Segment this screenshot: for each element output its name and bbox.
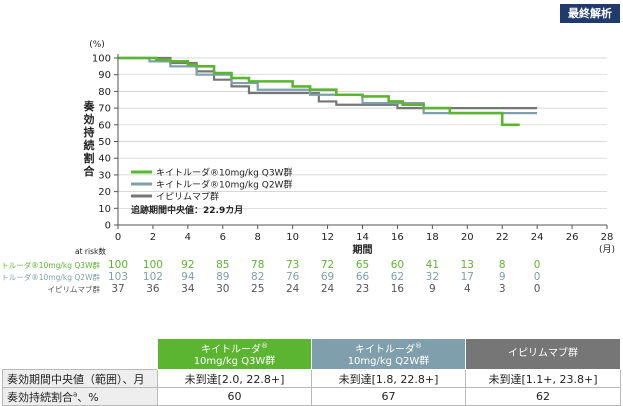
x-tick-label: 8 — [255, 232, 261, 243]
at-risk-value: 62 — [391, 271, 404, 283]
results-table: キイトルーダ® 10mg/kg Q3W群 キイトルーダ® 10mg/kg Q2W… — [2, 338, 621, 406]
at-risk-value: 36 — [146, 283, 160, 295]
header-ipilimumab: イピリムマブ群 — [465, 338, 621, 370]
y-unit-label: (%) — [89, 40, 105, 50]
at-risk-value: 85 — [216, 259, 229, 271]
at-risk-value: 0 — [534, 259, 541, 271]
km-curve-q3w — [118, 56, 520, 127]
x-tick-label: 6 — [220, 232, 226, 243]
cell-q2w-median: 未到達[1.8, 22.8+] — [311, 369, 466, 388]
at-risk-title: at risk数 — [75, 246, 106, 256]
x-axis-title: 期間 — [353, 243, 373, 256]
x-unit-label: (月) — [599, 244, 615, 255]
at-risk-value: 103 — [108, 271, 128, 283]
at-risk-value: 23 — [356, 283, 369, 295]
at-risk-value: 92 — [181, 259, 194, 271]
y-axis-title: 奏効持続割合 — [83, 99, 96, 178]
at-risk-value: 17 — [461, 271, 474, 283]
at-risk-value: 25 — [251, 283, 264, 295]
at-risk-value: 76 — [286, 271, 300, 283]
at-risk-value: 100 — [143, 259, 163, 271]
y-tick-label: 10 — [98, 204, 111, 215]
at-risk-value: 41 — [426, 259, 439, 271]
x-tick-label: 4 — [185, 232, 191, 243]
at-risk-value: 8 — [499, 259, 506, 271]
y-tick-label: 50 — [98, 137, 111, 148]
km-curve-q2w — [118, 56, 538, 115]
at-risk-value: 9 — [499, 271, 506, 283]
at-risk-value: 102 — [143, 271, 163, 283]
at-risk-value: 69 — [321, 271, 334, 283]
table-header-row: キイトルーダ® 10mg/kg Q3W群 キイトルーダ® 10mg/kg Q2W… — [2, 338, 621, 370]
y-tick-label: 40 — [98, 154, 111, 165]
legend-label: キイトルーダ®10mg/kg Q2W群 — [156, 179, 292, 191]
header-q3w: キイトルーダ® 10mg/kg Q3W群 — [157, 338, 312, 370]
at-risk-value: 60 — [391, 259, 404, 271]
x-tick-label: 16 — [391, 232, 404, 243]
at-risk-row-label: キイトルーダ®10mg/kg Q2W群 — [0, 272, 100, 282]
x-tick-label: 12 — [321, 232, 334, 243]
cell-ipi-median: 未到達[1.1+, 23.8+] — [465, 369, 621, 388]
cell-q2w-rate: 67 — [311, 387, 466, 406]
at-risk-row-label: キイトルーダ®10mg/kg Q3W群 — [0, 260, 100, 270]
at-risk-value: 3 — [499, 283, 506, 295]
y-tick-label: 30 — [98, 170, 111, 181]
x-tick-label: 14 — [356, 232, 369, 243]
x-tick-label: 2 — [150, 232, 156, 243]
table-row: 奏効持続割合a、% 60 67 62 — [2, 387, 621, 406]
x-tick-label: 28 — [601, 232, 614, 243]
cell-q3w-rate: 60 — [157, 387, 312, 406]
at-risk-value: 0 — [534, 283, 541, 295]
at-risk-value: 32 — [426, 271, 439, 283]
x-tick-label: 0 — [115, 232, 121, 243]
y-tick-label: 80 — [98, 87, 111, 98]
y-tick-label: 20 — [98, 187, 111, 198]
at-risk-value: 24 — [286, 283, 300, 295]
annotation-followup: 追跡期間中央値：22.9カ月 — [131, 204, 243, 216]
at-risk-value: 66 — [356, 271, 370, 283]
y-tick-label: 70 — [98, 104, 111, 115]
legend-label: キイトルーダ®10mg/kg Q3W群 — [156, 167, 292, 179]
at-risk-value: 89 — [216, 271, 229, 283]
x-tick-label: 10 — [286, 232, 299, 243]
x-tick-label: 24 — [531, 232, 544, 243]
x-tick-label: 26 — [566, 232, 579, 243]
y-tick-label: 60 — [98, 120, 111, 131]
at-risk-value: 94 — [181, 271, 195, 283]
at-risk-value: 78 — [251, 259, 264, 271]
at-risk-value: 34 — [181, 283, 195, 295]
row-label-response-rate: 奏効持続割合a、% — [2, 387, 158, 406]
at-risk-value: 72 — [321, 259, 334, 271]
at-risk-value: 16 — [391, 283, 405, 295]
at-risk-value: 82 — [251, 271, 264, 283]
y-tick-label: 100 — [92, 54, 111, 65]
km-curve-ipilimumab — [118, 56, 538, 110]
cell-ipi-rate: 62 — [465, 387, 621, 406]
at-risk-value: 37 — [111, 283, 124, 295]
at-risk-row-label: イピリムマブ群 — [48, 284, 101, 294]
x-tick-label: 22 — [496, 232, 509, 243]
at-risk-value: 100 — [108, 259, 128, 271]
row-label-median-duration: 奏効期間中央値（範囲）、月 — [2, 369, 158, 388]
at-risk-value: 73 — [286, 259, 299, 271]
header-q2w: キイトルーダ® 10mg/kg Q2W群 — [311, 338, 466, 370]
table-corner — [2, 338, 158, 370]
x-tick-label: 20 — [461, 232, 474, 243]
at-risk-value: 4 — [464, 283, 471, 295]
at-risk-value: 30 — [216, 283, 229, 295]
at-risk-value: 0 — [534, 271, 541, 283]
y-tick-label: 0 — [105, 221, 111, 232]
x-tick-label: 18 — [426, 232, 439, 243]
at-risk-value: 13 — [461, 259, 474, 271]
table-row: 奏効期間中央値（範囲）、月 未到達[2.0, 22.8+] 未到達[1.8, 2… — [2, 369, 621, 388]
at-risk-value: 24 — [321, 283, 335, 295]
y-tick-label: 90 — [98, 70, 111, 81]
at-risk-value: 65 — [356, 259, 369, 271]
at-risk-value: 9 — [429, 283, 436, 295]
legend-label: イピリムマブ群 — [156, 191, 219, 203]
cell-q3w-median: 未到達[2.0, 22.8+] — [157, 369, 312, 388]
final-analysis-badge: 最終解析 — [560, 4, 620, 23]
